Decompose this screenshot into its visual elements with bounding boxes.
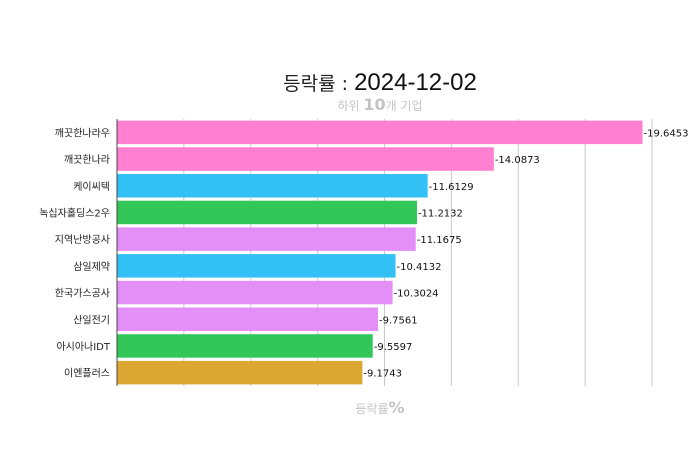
bar bbox=[117, 307, 378, 331]
bar bbox=[117, 360, 363, 385]
x-axis-label-text: 등락률 bbox=[355, 402, 388, 416]
category-label: 한국가스공사 bbox=[55, 288, 110, 300]
bar bbox=[117, 227, 416, 251]
chart-title: 등락률 : 2024-12-02 bbox=[283, 69, 477, 96]
subtitle-number: 10 bbox=[363, 95, 385, 114]
bar bbox=[117, 200, 417, 225]
subtitle-after: 개 기업 bbox=[386, 99, 423, 113]
category-label: 아시아나IDT bbox=[56, 341, 110, 353]
value-label: -10.4132 bbox=[397, 262, 442, 273]
bar bbox=[117, 120, 643, 145]
value-labels: -19.6453 -14.0873 -11.6129 -11.2132 -11.1675… bbox=[363, 128, 688, 379]
category-labels: 깨끗한나라우깨끗한나라케이씨텍녹십자홀딩스2우지역난방공사삼일제약한국가스공사산… bbox=[39, 127, 111, 379]
x-axis-label: 등락률% bbox=[355, 398, 404, 417]
category-label: 깨끗한나라 bbox=[64, 154, 110, 166]
chart-title-prefix: 등락률 : bbox=[283, 73, 354, 95]
value-label: -19.6453 bbox=[644, 128, 689, 139]
subtitle-before: 하위 bbox=[337, 99, 363, 113]
category-label: 산일전기 bbox=[73, 314, 110, 326]
value-label: -9.7561 bbox=[379, 315, 418, 326]
value-label: -14.0873 bbox=[495, 155, 540, 166]
category-label: 녹십자홀딩스2우 bbox=[39, 206, 110, 219]
category-label: 이엔플러스 bbox=[64, 368, 110, 380]
value-label: -11.2132 bbox=[418, 208, 463, 219]
value-label: -11.6129 bbox=[429, 182, 474, 193]
bar bbox=[117, 174, 428, 198]
bars bbox=[117, 120, 643, 385]
chart-subtitle: 하위 10개 기업 bbox=[337, 95, 422, 114]
bar bbox=[117, 280, 393, 305]
value-label: -11.1675 bbox=[417, 235, 462, 246]
bar bbox=[117, 254, 396, 278]
value-label: -9.5597 bbox=[374, 342, 413, 353]
category-label: 삼일제약 bbox=[73, 261, 110, 273]
value-label: -10.3024 bbox=[394, 289, 439, 300]
x-axis-label-unit: % bbox=[389, 398, 405, 417]
category-label: 깨끗한나라우 bbox=[55, 127, 110, 139]
chart-title-date: 2024-12-02 bbox=[354, 69, 477, 96]
bar bbox=[117, 147, 494, 171]
category-label: 지역난방공사 bbox=[55, 234, 110, 246]
category-label: 케이씨텍 bbox=[73, 181, 110, 193]
value-label: -9.1743 bbox=[363, 369, 402, 380]
bar bbox=[117, 334, 373, 358]
